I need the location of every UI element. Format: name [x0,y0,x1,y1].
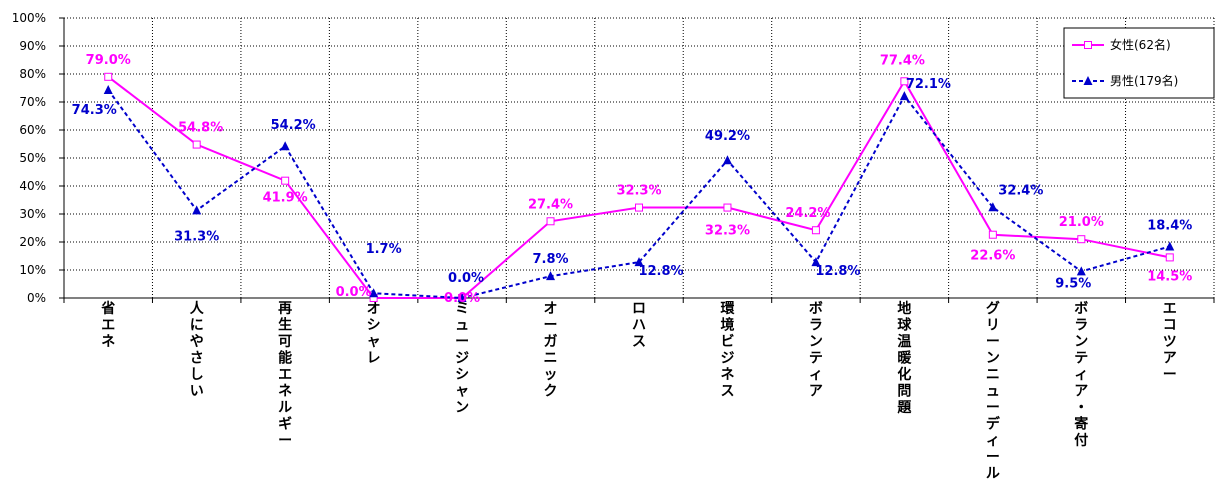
data-point [634,257,644,267]
y-tick-label: 60% [19,123,46,137]
y-tick-label: 80% [19,67,46,81]
x-tick-label: 環境ビジネス [720,301,735,400]
data-label: 22.6% [970,249,1015,264]
x-tick-label: ボランティア・寄付 [1074,301,1088,449]
x-tick-label: オシャレ [367,301,381,367]
series-lines [103,72,1175,302]
legend-marker [1083,76,1093,85]
y-tick-label: 10% [19,263,46,277]
data-label: 21.0% [1059,215,1104,230]
y-tick-label: 90% [19,39,46,53]
data-label: 72.1% [906,77,951,92]
series-male [103,84,1175,302]
data-point [457,293,467,302]
x-tick-label: グリーンニューディール [986,300,1001,482]
data-point [1077,235,1086,244]
data-label: 0.0% [444,291,480,306]
data-point [988,202,998,212]
data-point [988,230,997,239]
x-tick-label: ミュージシャン [455,301,469,416]
data-point [192,205,202,215]
data-point [1165,253,1174,262]
data-point [899,91,909,101]
gridlines [64,17,1215,298]
data-label: 49.2% [705,129,750,144]
data-point [1076,266,1086,276]
data-label: 31.3% [174,229,219,244]
legend-box [1063,27,1215,99]
data-point [546,271,556,281]
data-label: 0.0% [336,285,372,300]
data-point [900,77,909,86]
y-tick-label: 50% [19,151,46,165]
data-label: 54.8% [178,121,223,136]
axes [59,17,1215,303]
x-tick-label: オーガニック [544,301,558,400]
data-label: 18.4% [1147,218,1192,233]
data-point [369,288,379,298]
x-tick-label: 再生可能エネルギー [278,301,292,449]
x-tick-label: 人にやさしい [190,300,205,400]
data-label: 32.3% [705,224,750,239]
x-tick-label: 省エネ [100,300,115,350]
data-label: 74.3% [72,103,117,118]
data-label: 12.8% [638,264,683,279]
data-label: 54.2% [271,118,316,133]
data-label: 12.8% [815,264,860,279]
data-point [281,176,290,185]
data-point [280,141,290,151]
data-point [811,257,821,267]
legend-label: 男性(179名) [1110,73,1178,88]
data-point [635,203,643,212]
y-tick-labels: 0% 10% 20% 30% 40% 50% 60% 70% 80% 90% 100% [12,11,46,305]
data-label: 24.2% [785,206,830,221]
data-label: 0.0% [448,271,484,286]
data-label: 14.5% [1147,269,1192,284]
data-label: 9.5% [1055,276,1091,291]
y-tick-label: 30% [19,207,46,221]
y-tick-label: 40% [19,179,46,193]
data-label: 27.4% [528,197,573,212]
legend-label: 女性(62名) [1110,37,1171,52]
legend-marker [1084,41,1092,49]
data-label: 79.0% [86,53,131,68]
data-point [811,226,820,235]
x-tick-label: 地球温暖化問題 [897,300,912,416]
data-label: 1.7% [366,242,402,257]
data-label: 7.8% [533,252,569,267]
data-point [546,217,555,226]
data-point [103,84,113,94]
y-tick-label: 0% [27,291,46,305]
data-point [192,140,201,149]
data-point [722,155,732,165]
data-label: 32.3% [616,184,661,199]
x-tick-label: エコツアー [1163,301,1177,383]
data-point [104,72,113,81]
y-tick-label: 70% [19,95,46,109]
x-tick-label: ロハス [632,301,646,350]
data-point [1165,241,1175,251]
data-labels: 79.0% 54.8% 41.9% 0.0% 0.0% 27.4% 32.3% 32.3% 24… [72,53,1193,306]
x-tick-label: ボランティア [809,301,823,400]
data-label: 32.4% [998,183,1043,198]
legend: 女性(62名) 男性(179名) [1063,27,1215,99]
y-tick-label: 100% [12,11,46,25]
data-label: 77.4% [880,53,925,68]
data-point [723,203,732,212]
x-tick-labels: 省エネ 人にやさしい 再生可能エネルギー オシャレ ミュージシャン オーガニック ロハス 環境… [100,300,1177,482]
data-label: 41.9% [263,191,308,206]
y-tick-label: 20% [19,235,46,249]
